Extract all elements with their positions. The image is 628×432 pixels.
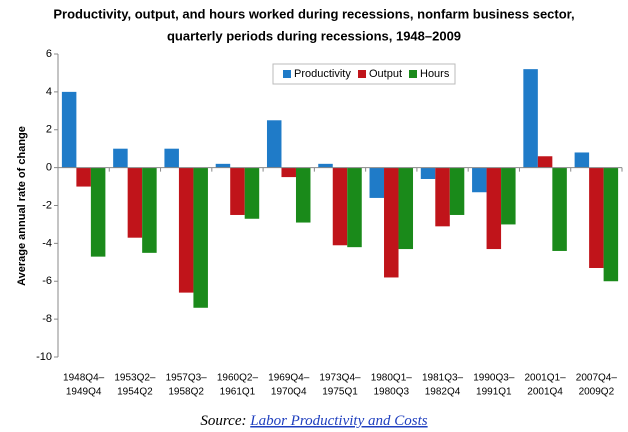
bar <box>384 167 399 278</box>
y-tick-label: 2 <box>46 124 52 136</box>
legend-swatch <box>358 70 366 78</box>
chart-title: Productivity, output, and hours worked d… <box>53 6 574 21</box>
x-tick-label: 1957Q3– <box>166 373 208 384</box>
bar <box>215 163 231 168</box>
bar <box>76 167 91 187</box>
bar <box>472 167 487 193</box>
x-tick-label: 1970Q4 <box>271 387 307 398</box>
bar <box>295 167 311 223</box>
x-tick-label: 1981Q3– <box>422 373 464 384</box>
y-tick-label: 0 <box>46 162 52 174</box>
x-tick-label: 1948Q4– <box>63 373 105 384</box>
bar <box>90 167 106 257</box>
x-tick-label: 1958Q2 <box>168 387 204 398</box>
legend-label: Productivity <box>294 68 351 80</box>
bar <box>369 167 385 198</box>
x-tick-label: 1991Q1 <box>476 387 512 398</box>
bar <box>574 152 590 168</box>
x-tick-label: 1980Q1– <box>371 373 413 384</box>
x-tick-label: 1990Q3– <box>473 373 515 384</box>
bar <box>501 167 516 225</box>
bar <box>398 167 414 250</box>
bar <box>164 148 179 168</box>
bar <box>318 163 333 168</box>
y-tick-label: -4 <box>42 237 52 249</box>
bar <box>449 167 465 215</box>
y-tick-label: -2 <box>42 199 52 211</box>
bar <box>486 167 502 250</box>
legend-label: Output <box>369 68 402 80</box>
y-tick-label: -10 <box>36 351 52 363</box>
legend-label: Hours <box>420 68 450 80</box>
chart-title: quarterly periods during recessions, 194… <box>167 28 461 43</box>
x-tick-label: 1949Q4 <box>66 387 102 398</box>
bar <box>281 167 296 178</box>
x-tick-label: 2001Q4 <box>527 387 563 398</box>
y-tick-label: 6 <box>46 48 52 60</box>
source-label: Source: <box>200 413 246 429</box>
x-tick-label: 2009Q2 <box>579 387 615 398</box>
bar <box>113 148 128 168</box>
bar <box>266 120 282 168</box>
x-tick-label: 1982Q4 <box>425 387 461 398</box>
y-tick-label: 4 <box>46 86 52 98</box>
bar <box>142 167 157 253</box>
x-tick-label: 1973Q4– <box>319 373 361 384</box>
legend-swatch <box>409 70 417 78</box>
bar <box>178 167 194 293</box>
bar <box>332 167 348 246</box>
y-tick-label: -8 <box>42 313 52 325</box>
bar <box>603 167 619 282</box>
x-tick-label: 1969Q4– <box>268 373 310 384</box>
bar <box>589 167 604 268</box>
x-tick-label: 1975Q1 <box>322 387 358 398</box>
bar <box>61 91 77 168</box>
x-tick-label: 1954Q2 <box>117 387 153 398</box>
bar <box>230 167 245 215</box>
y-axis-label: Average annual rate of change <box>16 126 28 286</box>
bar <box>244 167 260 219</box>
bar <box>127 167 143 238</box>
bar <box>523 69 538 168</box>
x-tick-label: 2007Q4– <box>576 373 618 384</box>
bar <box>347 167 362 248</box>
bar <box>193 167 208 308</box>
x-tick-label: 2001Q1– <box>525 373 567 384</box>
x-tick-label: 1961Q1 <box>220 387 256 398</box>
bar <box>420 167 436 179</box>
bar <box>537 156 553 168</box>
bar <box>435 167 450 227</box>
x-tick-label: 1960Q2– <box>217 373 259 384</box>
source: Source: Labor Productivity and Costs <box>200 413 427 429</box>
source-link[interactable]: Labor Productivity and Costs <box>249 413 428 429</box>
x-tick-label: 1980Q3 <box>373 387 409 398</box>
x-tick-label: 1953Q2– <box>114 373 156 384</box>
legend-swatch <box>283 70 291 78</box>
bar <box>552 167 567 251</box>
y-tick-label: -6 <box>42 275 52 287</box>
